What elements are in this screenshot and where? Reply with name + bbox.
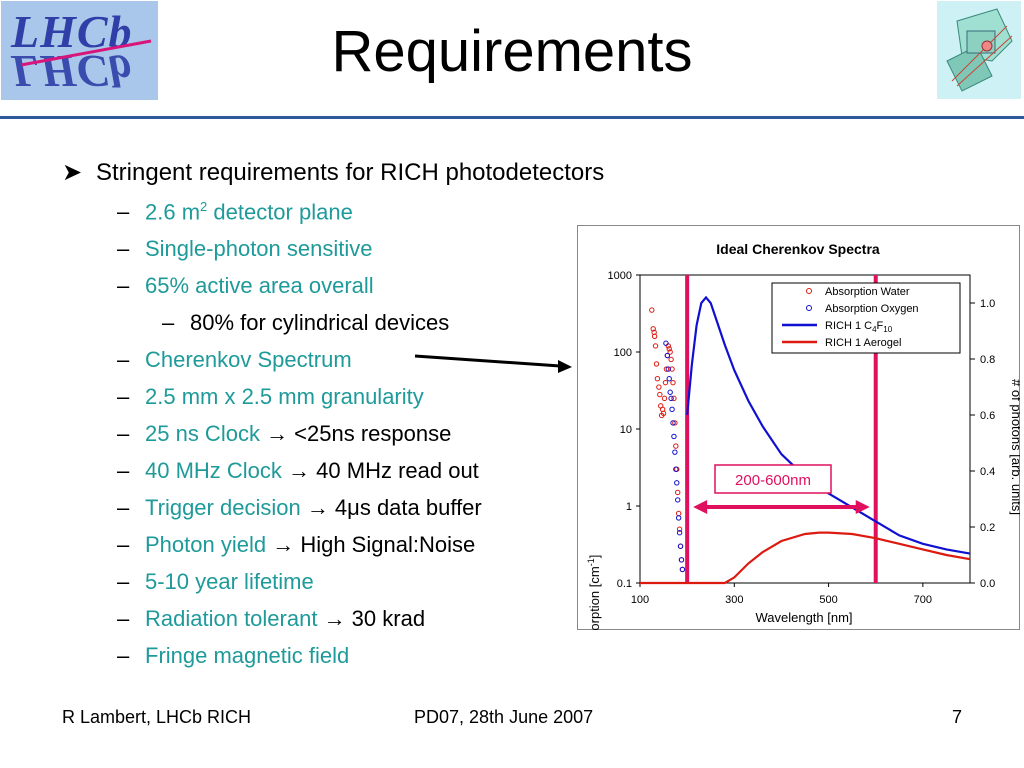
data-point [670,379,676,386]
legend-label: Absorption Oxygen [825,303,919,315]
y-axis-left-label: Absorption [cm-1] [586,555,602,630]
legend-label: RICH 1 Aerogel [825,337,901,349]
data-point [652,343,659,349]
data-point [665,366,671,372]
data-point [673,443,679,449]
footer-event: PD07, 28th June 2007 [414,707,594,727]
data-point [673,466,679,472]
y-right-tick-label: 0.4 [980,466,995,478]
data-point [664,352,671,359]
data-point [672,420,678,426]
lhcb-logo: LHCb LHCb [1,1,158,100]
y-right-tick-label: 0.8 [980,354,995,366]
detector-icon [946,8,1013,92]
data-point [674,480,680,486]
list-item: –80% for cylindrical devices [162,310,450,335]
bullet-arrow-icon: ➤ [62,159,83,186]
y-left-tick-label: 0.1 [617,578,632,590]
series-line [686,295,971,555]
y-right-tick-label: 0.2 [980,522,995,534]
list-item: –2.5 mm x 2.5 mm granularity [117,384,424,409]
pointer-arrow [414,354,572,373]
data-point [669,366,675,372]
data-point [672,449,678,455]
data-point [662,379,669,386]
y-right-tick-label: 1.0 [980,298,995,310]
footer-page-number: 7 [952,707,963,727]
y-axis-right-label: # of photons [arb. units] [1009,379,1020,515]
data-point [656,384,662,390]
data-point [667,349,673,355]
data-point [657,391,663,398]
cherenkov-chart: Ideal Cherenkov Spectra 100 300 500 700 0.1 1… [586,241,1020,630]
list-item: – Trigger decision → 4μs data buffer [117,495,482,520]
list-item: – Cherenkov Spectrum [117,347,352,372]
y-right-tick-label: 0.0 [980,578,995,590]
x-tick-label: 700 [914,594,932,606]
chart-title: Ideal Cherenkov Spectra [716,241,880,257]
data-point [671,395,677,402]
legend-label: Absorption Water [825,286,910,298]
data-point [679,566,686,573]
y-left-tick-label: 10 [620,424,632,436]
x-tick-label: 500 [819,594,837,606]
legend-marker [806,288,812,294]
data-point [649,307,655,313]
footer-author: R Lambert, LHCb RICH [62,707,252,727]
data-point [663,340,669,346]
data-point [669,406,675,413]
data-point [677,543,684,549]
data-point [666,346,672,352]
list-item: – Single-photon sensitive [117,236,373,261]
range-arrow-head-left [693,500,708,514]
data-point [654,376,661,382]
data-point [666,376,672,382]
data-point [668,395,674,402]
data-point [678,557,685,563]
y-right-tick-label: 0.6 [980,410,995,422]
data-point [663,366,670,372]
title-rule [0,116,1024,119]
data-point [653,361,660,367]
data-point [675,489,681,496]
x-tick-label: 100 [631,594,649,606]
data-point [667,389,673,395]
main-bullet-text: Stringent requirements for RICH photodet… [96,159,605,186]
y-left-tick-label: 1000 [608,270,632,282]
range-annotation-text: 200-600nm [735,472,811,489]
data-point [660,410,667,416]
logo-swoosh [20,39,152,67]
data-point [676,526,683,532]
data-point [675,515,682,521]
list-item: –25 ns Clock → <25ns response [117,421,452,446]
detector-image [937,1,1021,99]
data-point [661,395,668,402]
data-point [651,333,658,339]
list-item: – Fringe magnetic field [117,643,350,668]
data-point [671,433,677,440]
x-axis-label: Wavelength [nm] [755,610,852,625]
list-item: – Photon yield → High Signal:Noise [117,532,476,557]
data-point [668,356,674,363]
data-point [675,497,681,503]
data-point [650,326,656,332]
list-item: –5-10 year lifetime [117,569,314,594]
list-item: –2.6 m2 detector plane [117,199,353,225]
data-point [675,510,682,517]
x-tick-label: 300 [725,594,743,606]
data-point [670,420,676,426]
slide-title: Requirements [331,19,693,84]
series-line [640,531,971,585]
list-item: – Radiation tolerant → 30 krad [117,606,426,631]
main-bullet: ➤ Stringent requirements for RICH photode… [62,158,604,187]
y-left-tick-label: 100 [614,347,632,359]
list-item: –65% active area overall [117,273,374,298]
range-annotation-box [714,464,832,494]
list-item: –40 MHz Clock → 40 MHz read out [117,458,479,483]
y-left-tick-label: 1 [626,501,632,513]
legend-label: RICH 1 C4F10 [825,320,893,334]
legend-marker [806,305,812,311]
range-arrow-head-right [855,500,870,514]
data-point [676,530,683,536]
